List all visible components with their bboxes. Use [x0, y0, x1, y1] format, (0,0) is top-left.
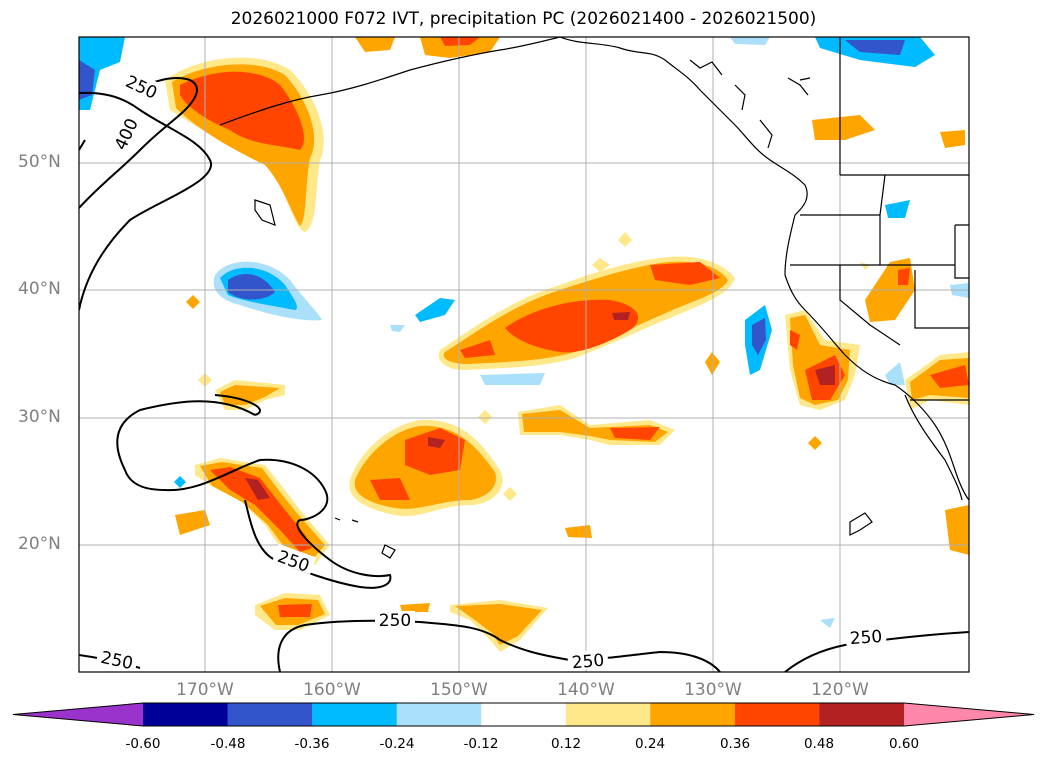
lon-label: 120°W: [811, 680, 869, 700]
map-frame: [78, 36, 970, 673]
contour-label: 250: [849, 627, 883, 649]
lat-label: 20°N: [18, 534, 61, 554]
colorbar-tick-label: -0.24: [379, 736, 415, 752]
coastlines: [219, 37, 969, 559]
contour-label: 250: [571, 651, 605, 674]
colorbar-tick-label: 0.12: [550, 736, 582, 752]
lat-label: 40°N: [18, 279, 61, 299]
colorbar-segment: [481, 703, 567, 726]
contour-label: 250: [379, 611, 411, 631]
colorbar: [12, 702, 1035, 727]
graticule: [79, 37, 969, 672]
colorbar-segment: [227, 703, 313, 726]
colorbar-segment: [734, 703, 820, 726]
contour-labels: 250 400 250 250 250 250 250: [95, 68, 887, 674]
colorbar-tick-label: 0.48: [803, 736, 835, 752]
colorbar-tick-label: 0.24: [634, 736, 666, 752]
colorbar-segment: [143, 703, 229, 726]
lon-label: 130°W: [684, 680, 742, 700]
colorbar-tick-label: 0.36: [719, 736, 751, 752]
colorbar-extend-low: [13, 703, 143, 726]
colorbar-extend-high: [904, 703, 1034, 726]
lon-label: 140°W: [557, 680, 615, 700]
colorbar-tick-label: -0.36: [294, 736, 330, 752]
colorbar-segment: [396, 703, 482, 726]
lon-label: 150°W: [430, 680, 488, 700]
lat-label: 30°N: [18, 407, 61, 427]
colorbar-outline: [12, 702, 1035, 727]
lon-label: 160°W: [303, 680, 361, 700]
colorbar-tick-label: 0.60: [888, 736, 920, 752]
colorbar-segment: [312, 703, 398, 726]
colorbar-segment: [819, 703, 905, 726]
colorbar-tick-label: -0.60: [125, 736, 161, 752]
lon-label: 170°W: [176, 680, 234, 700]
lat-label: 50°N: [18, 152, 61, 172]
colorbar-segment: [650, 703, 736, 726]
contour-label: 250: [99, 648, 135, 674]
colorbar-tick-label: -0.48: [210, 736, 246, 752]
colorbar-segment: [565, 703, 651, 726]
map-title: 2026021000 F072 IVT, precipitation PC (2…: [230, 9, 817, 29]
colorbar-tick-label: -0.12: [463, 736, 499, 752]
